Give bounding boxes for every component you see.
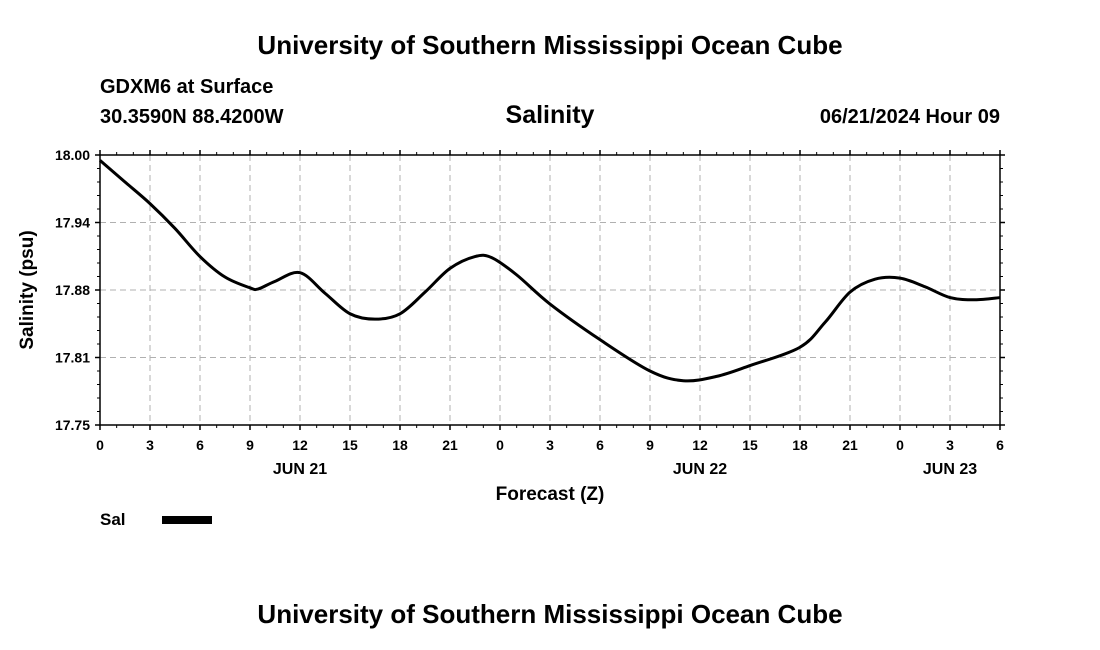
x-tick-label: 6 bbox=[996, 437, 1004, 453]
x-tick-label: 21 bbox=[442, 437, 458, 453]
y-tick-label: 17.75 bbox=[55, 417, 90, 433]
x-tick-label: 0 bbox=[896, 437, 904, 453]
x-tick-label: 12 bbox=[292, 437, 308, 453]
tick-layer: 0 3 6 9 12 15 18 21 0 3 6 9 12 15 18 21 0 3 6 17.75 17.81 17.… bbox=[55, 147, 1005, 478]
x-tick-label: 3 bbox=[546, 437, 554, 453]
y-tick-label: 17.88 bbox=[55, 282, 90, 298]
series-layer bbox=[99, 159, 1001, 383]
x-tick-label: 21 bbox=[842, 437, 858, 453]
date-label: JUN 23 bbox=[923, 461, 977, 478]
grid-layer bbox=[100, 155, 1000, 425]
station-coordinates: 30.3590N 88.4200W bbox=[100, 106, 284, 128]
footer-title: University of Southern Mississippi Ocean… bbox=[257, 599, 843, 629]
x-tick-label: 18 bbox=[792, 437, 808, 453]
legend-swatch bbox=[162, 516, 212, 524]
x-tick-label: 15 bbox=[742, 437, 758, 453]
x-tick-label: 6 bbox=[196, 437, 204, 453]
x-tick-label: 9 bbox=[646, 437, 654, 453]
legend-label: Sal bbox=[100, 510, 126, 529]
station-name: GDXM6 at Surface bbox=[100, 76, 274, 98]
x-tick-label: 9 bbox=[246, 437, 254, 453]
y-axis-label: Salinity (psu) bbox=[17, 230, 38, 349]
x-axis-label: Forecast (Z) bbox=[496, 484, 605, 505]
series-line-sal bbox=[99, 159, 1001, 383]
y-tick-label: 18.00 bbox=[55, 147, 90, 163]
axis-labels: Salinity (psu) Forecast (Z) bbox=[17, 230, 604, 505]
x-tick-label: 6 bbox=[596, 437, 604, 453]
y-tick-label: 17.94 bbox=[55, 215, 90, 231]
date-label: JUN 21 bbox=[273, 461, 327, 478]
x-tick-label: 0 bbox=[96, 437, 104, 453]
x-tick-label: 12 bbox=[692, 437, 708, 453]
y-tick-label: 17.81 bbox=[55, 350, 90, 366]
date-label: JUN 22 bbox=[673, 461, 727, 478]
x-tick-label: 18 bbox=[392, 437, 408, 453]
x-tick-label: 0 bbox=[496, 437, 504, 453]
x-tick-label: 15 bbox=[342, 437, 358, 453]
chart-title: Salinity bbox=[505, 101, 595, 129]
x-tick-label: 3 bbox=[946, 437, 954, 453]
page-title: University of Southern Mississippi Ocean… bbox=[257, 30, 843, 60]
run-timestamp: 06/21/2024 Hour 09 bbox=[819, 106, 1000, 128]
x-tick-label: 3 bbox=[146, 437, 154, 453]
